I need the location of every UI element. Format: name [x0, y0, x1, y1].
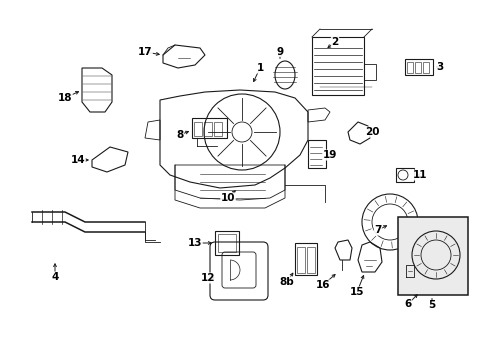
Text: 10: 10	[220, 193, 235, 203]
Text: 20: 20	[364, 127, 379, 137]
Bar	[404, 59, 432, 75]
Text: 3: 3	[435, 62, 443, 72]
Text: 7: 7	[373, 225, 381, 235]
Bar	[414, 62, 420, 73]
Bar	[192, 118, 226, 138]
Text: 11: 11	[412, 170, 427, 180]
Bar	[363, 64, 375, 80]
Text: 9: 9	[276, 47, 283, 57]
Bar	[397, 217, 467, 295]
Bar	[294, 243, 316, 275]
Bar	[422, 62, 428, 73]
Bar	[306, 247, 314, 273]
Text: 2: 2	[331, 37, 338, 47]
Text: 8: 8	[176, 130, 183, 140]
Bar	[215, 231, 239, 255]
Text: 6: 6	[404, 299, 411, 309]
Text: 19: 19	[322, 150, 337, 160]
Text: 4: 4	[51, 272, 59, 282]
Text: 1: 1	[256, 63, 263, 73]
Bar	[194, 122, 202, 136]
Text: 13: 13	[187, 238, 202, 248]
Text: 12: 12	[201, 273, 215, 283]
Bar	[395, 168, 413, 182]
Bar	[311, 37, 363, 95]
Text: 8b: 8b	[279, 277, 294, 287]
Bar	[214, 122, 222, 136]
Bar	[406, 62, 412, 73]
Text: 18: 18	[58, 93, 72, 103]
Bar	[218, 234, 236, 252]
Bar	[296, 247, 305, 273]
Text: 14: 14	[71, 155, 85, 165]
Bar	[203, 122, 212, 136]
Text: 5: 5	[427, 300, 435, 310]
Text: 17: 17	[138, 47, 152, 57]
Text: 16: 16	[315, 280, 329, 290]
Text: 15: 15	[349, 287, 364, 297]
Bar	[307, 140, 325, 168]
